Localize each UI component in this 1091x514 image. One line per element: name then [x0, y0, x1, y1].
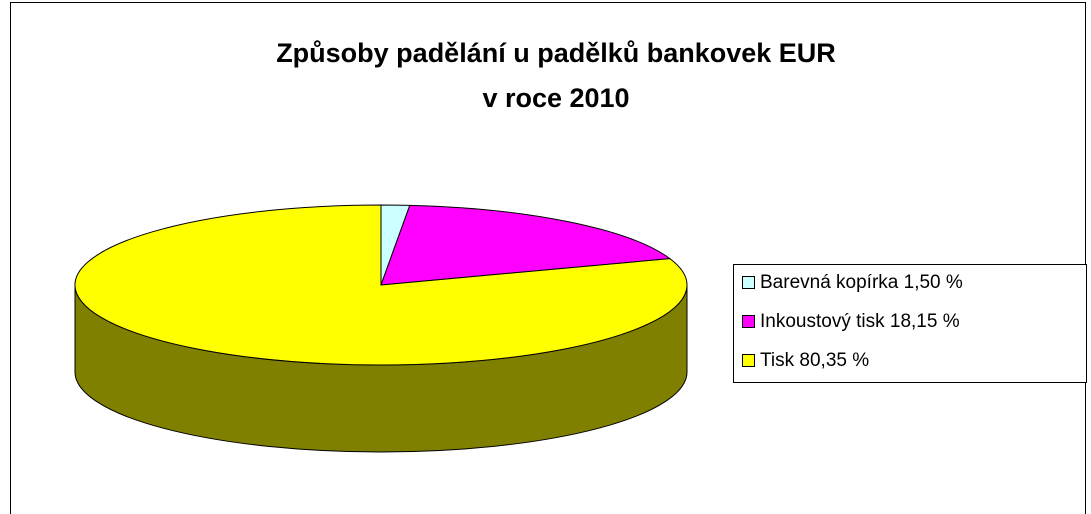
- chart-title: Způsoby padělání u padělků bankovek EUR: [276, 38, 836, 68]
- legend-label: Inkoustový tisk 18,15 %: [760, 311, 960, 332]
- slice: [74, 204, 688, 366]
- legend-box: [733, 264, 1087, 383]
- legend-label: Tisk 80,35 %: [760, 350, 869, 371]
- legend-marker: [742, 276, 755, 289]
- legend-label: Barevná kopírka 1,50 %: [760, 272, 963, 293]
- legend-marker: [742, 315, 755, 328]
- legend-marker: [742, 354, 755, 367]
- chart-title: v roce 2010: [482, 83, 629, 113]
